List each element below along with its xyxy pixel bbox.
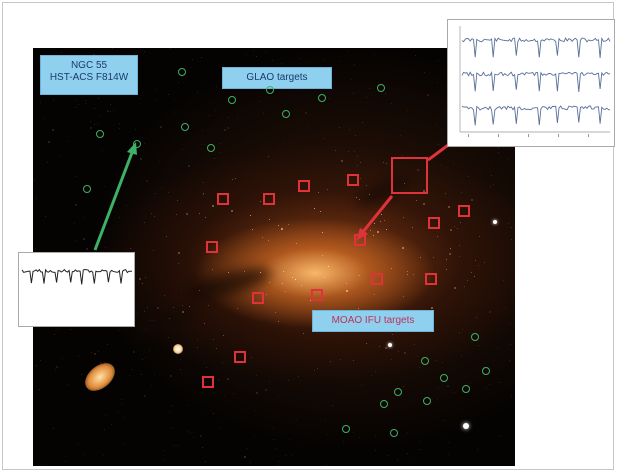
spectrum-traces xyxy=(461,36,611,126)
moao-target-marker xyxy=(202,376,214,388)
glao-target-marker xyxy=(462,385,470,393)
red-arrow-head xyxy=(356,228,368,241)
green-arrow-head xyxy=(127,142,137,155)
moao-target-marker xyxy=(428,217,440,229)
glao-target-marker xyxy=(471,333,479,341)
glao-target-marker xyxy=(377,84,385,92)
moao-target-marker xyxy=(252,292,264,304)
glao-target-marker xyxy=(342,425,350,433)
spectrum-plot xyxy=(459,26,611,137)
spectrum-inset-glao xyxy=(18,252,135,327)
glao-target-marker xyxy=(133,140,141,148)
moao-targets-label: MOAO IFU targets xyxy=(312,310,434,332)
glao-target-marker xyxy=(228,96,236,104)
glao-target-marker xyxy=(207,144,215,152)
image-title: NGC 55 xyxy=(70,60,108,71)
glao-target-marker xyxy=(390,429,398,437)
glao-target-marker xyxy=(96,130,104,138)
glao-target-marker xyxy=(380,400,388,408)
green-arrow xyxy=(93,149,135,251)
bright-star xyxy=(493,220,497,224)
bright-star xyxy=(463,423,469,429)
moao-target-marker xyxy=(206,241,218,253)
moao-target-marker xyxy=(263,193,275,205)
glao-target-marker xyxy=(282,110,290,118)
glao-target-marker xyxy=(266,86,274,94)
image-title-label: NGC 55 HST-ACS F814W xyxy=(40,55,138,95)
highlighted-target-box xyxy=(391,157,428,194)
bright-star xyxy=(173,344,183,354)
moao-target-marker xyxy=(458,205,470,217)
moao-target-marker xyxy=(347,174,359,186)
moao-target-marker xyxy=(425,273,437,285)
moao-target-marker xyxy=(234,351,246,363)
glao-target-marker xyxy=(318,94,326,102)
glao-target-marker xyxy=(181,123,189,131)
spectrum-trace xyxy=(21,268,133,285)
spectrum-plot xyxy=(21,268,133,285)
moao-target-marker xyxy=(311,289,323,301)
red-arrow xyxy=(360,195,394,234)
glao-target-marker xyxy=(178,68,186,76)
galaxy-image xyxy=(33,48,515,466)
glao-target-marker xyxy=(423,397,431,405)
bright-star xyxy=(388,343,392,347)
glao-target-marker xyxy=(482,367,490,375)
image-subtitle: HST-ACS F814W xyxy=(49,72,129,83)
glao-target-marker xyxy=(440,374,448,382)
glao-target-marker xyxy=(421,357,429,365)
moao-target-marker xyxy=(298,180,310,192)
moao-target-marker xyxy=(217,193,229,205)
glao-targets-label: GLAO targets xyxy=(222,67,332,89)
glao-target-marker xyxy=(394,388,402,396)
moao-target-marker xyxy=(371,273,383,285)
glao-target-marker xyxy=(83,185,91,193)
spectrum-inset-moao xyxy=(447,19,615,147)
